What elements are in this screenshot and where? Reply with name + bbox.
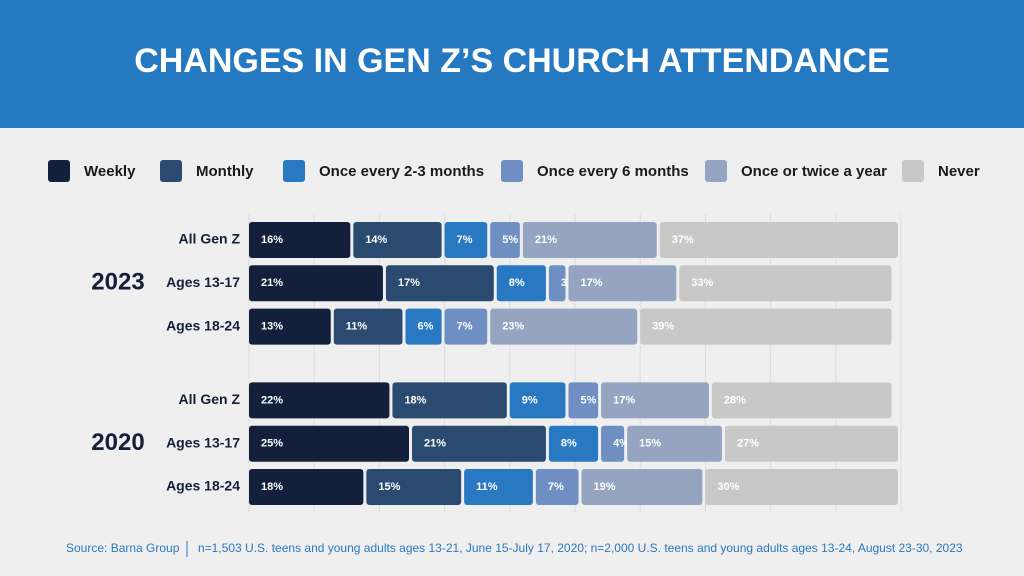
value-label: 16%	[261, 234, 283, 246]
value-label: 33%	[691, 277, 713, 289]
bar-segment	[679, 265, 892, 302]
bar-segment	[548, 425, 599, 462]
bar-segment	[490, 308, 638, 345]
value-label: 21%	[535, 234, 557, 246]
value-label: 17%	[398, 277, 420, 289]
bar-segment	[711, 382, 892, 419]
value-label: 8%	[561, 438, 577, 450]
value-label: 37%	[672, 234, 694, 246]
value-label: 9%	[522, 394, 538, 406]
bar-segment	[601, 382, 709, 419]
value-label: 39%	[652, 321, 674, 333]
bar-segment	[405, 308, 442, 345]
header	[0, 0, 1024, 128]
category-label: Ages 18-24	[166, 317, 240, 333]
bar-segment	[496, 265, 546, 302]
legend-label: Monthly	[196, 163, 254, 180]
bar-segment	[392, 382, 507, 419]
value-label: 6%	[417, 321, 433, 333]
value-label: 15%	[378, 481, 400, 493]
value-label: 14%	[365, 234, 387, 246]
legend-swatch	[48, 160, 70, 182]
value-label: 4%	[613, 438, 629, 450]
bar-segment	[509, 382, 566, 419]
note: n=1,503 U.S. teens and young adults ages…	[198, 541, 963, 555]
value-label: 22%	[261, 394, 283, 406]
bar-segment	[353, 222, 442, 258]
value-label: 28%	[724, 394, 746, 406]
legend-label: Once every 6 months	[537, 163, 689, 180]
value-label: 11%	[476, 481, 498, 493]
value-label: 27%	[737, 438, 759, 450]
bar-segment	[705, 469, 898, 505]
category-label: Ages 13-17	[166, 434, 240, 450]
value-label: 19%	[594, 481, 616, 493]
bar-segment	[490, 222, 520, 258]
bar-segment	[568, 382, 599, 419]
source: Source: Barna Group	[66, 541, 180, 555]
category-label: Ages 13-17	[166, 274, 240, 290]
legend-swatch	[501, 160, 523, 182]
bar-segment	[333, 308, 403, 345]
value-label: 5%	[580, 394, 596, 406]
bar-segment	[568, 265, 677, 302]
value-label: 5%	[502, 234, 518, 246]
value-label: 18%	[404, 394, 426, 406]
value-label: 7%	[457, 321, 473, 333]
value-label: 17%	[613, 394, 635, 406]
chart-title: CHANGES IN GEN Z’S CHURCH ATTENDANCE	[134, 42, 890, 80]
bar-segment	[627, 425, 722, 462]
bar-segment	[601, 425, 625, 462]
bar-segment	[249, 425, 409, 462]
value-label: 15%	[639, 438, 661, 450]
value-label: 25%	[261, 438, 283, 450]
bar-segment	[659, 222, 898, 258]
value-label: 8%	[509, 277, 525, 289]
category-label: All Gen Z	[179, 231, 241, 247]
category-label: Ages 18-24	[166, 478, 240, 494]
legend-label: Weekly	[84, 163, 136, 180]
category-label: All Gen Z	[179, 391, 241, 407]
bar-segment	[249, 382, 390, 419]
value-label: 13%	[261, 321, 283, 333]
bar-segment	[640, 308, 892, 345]
value-label: 7%	[457, 234, 473, 246]
bar-segment	[444, 222, 488, 258]
bar-segment	[522, 222, 657, 258]
value-label: 7%	[548, 481, 564, 493]
bar-segment	[464, 469, 533, 505]
bar-segment	[366, 469, 462, 505]
bar-segment	[249, 469, 364, 505]
bar-segment	[535, 469, 579, 505]
bar-segment	[249, 222, 351, 258]
legend-label: Once every 2-3 months	[319, 163, 484, 180]
bar-segment	[444, 308, 488, 345]
value-label: 30%	[717, 481, 739, 493]
value-label: 21%	[424, 438, 446, 450]
value-label: 17%	[580, 277, 602, 289]
bar-segment	[581, 469, 703, 505]
value-label: 11%	[346, 321, 368, 333]
legend-swatch	[160, 160, 182, 182]
group-label: 2020	[91, 429, 144, 456]
legend-swatch	[283, 160, 305, 182]
legend-swatch	[902, 160, 924, 182]
value-label: 23%	[502, 321, 524, 333]
bar-segment	[412, 425, 546, 462]
value-label: 18%	[261, 481, 283, 493]
legend-label: Never	[938, 163, 980, 180]
bar-segment	[249, 308, 331, 345]
bar-segment	[385, 265, 494, 302]
bar-segment	[548, 265, 566, 302]
legend-label: Once or twice a year	[741, 163, 887, 180]
legend-swatch	[705, 160, 727, 182]
bar-segment	[724, 425, 898, 462]
group-label: 2023	[91, 269, 144, 296]
value-label: 21%	[261, 277, 283, 289]
bar-segment	[249, 265, 383, 302]
